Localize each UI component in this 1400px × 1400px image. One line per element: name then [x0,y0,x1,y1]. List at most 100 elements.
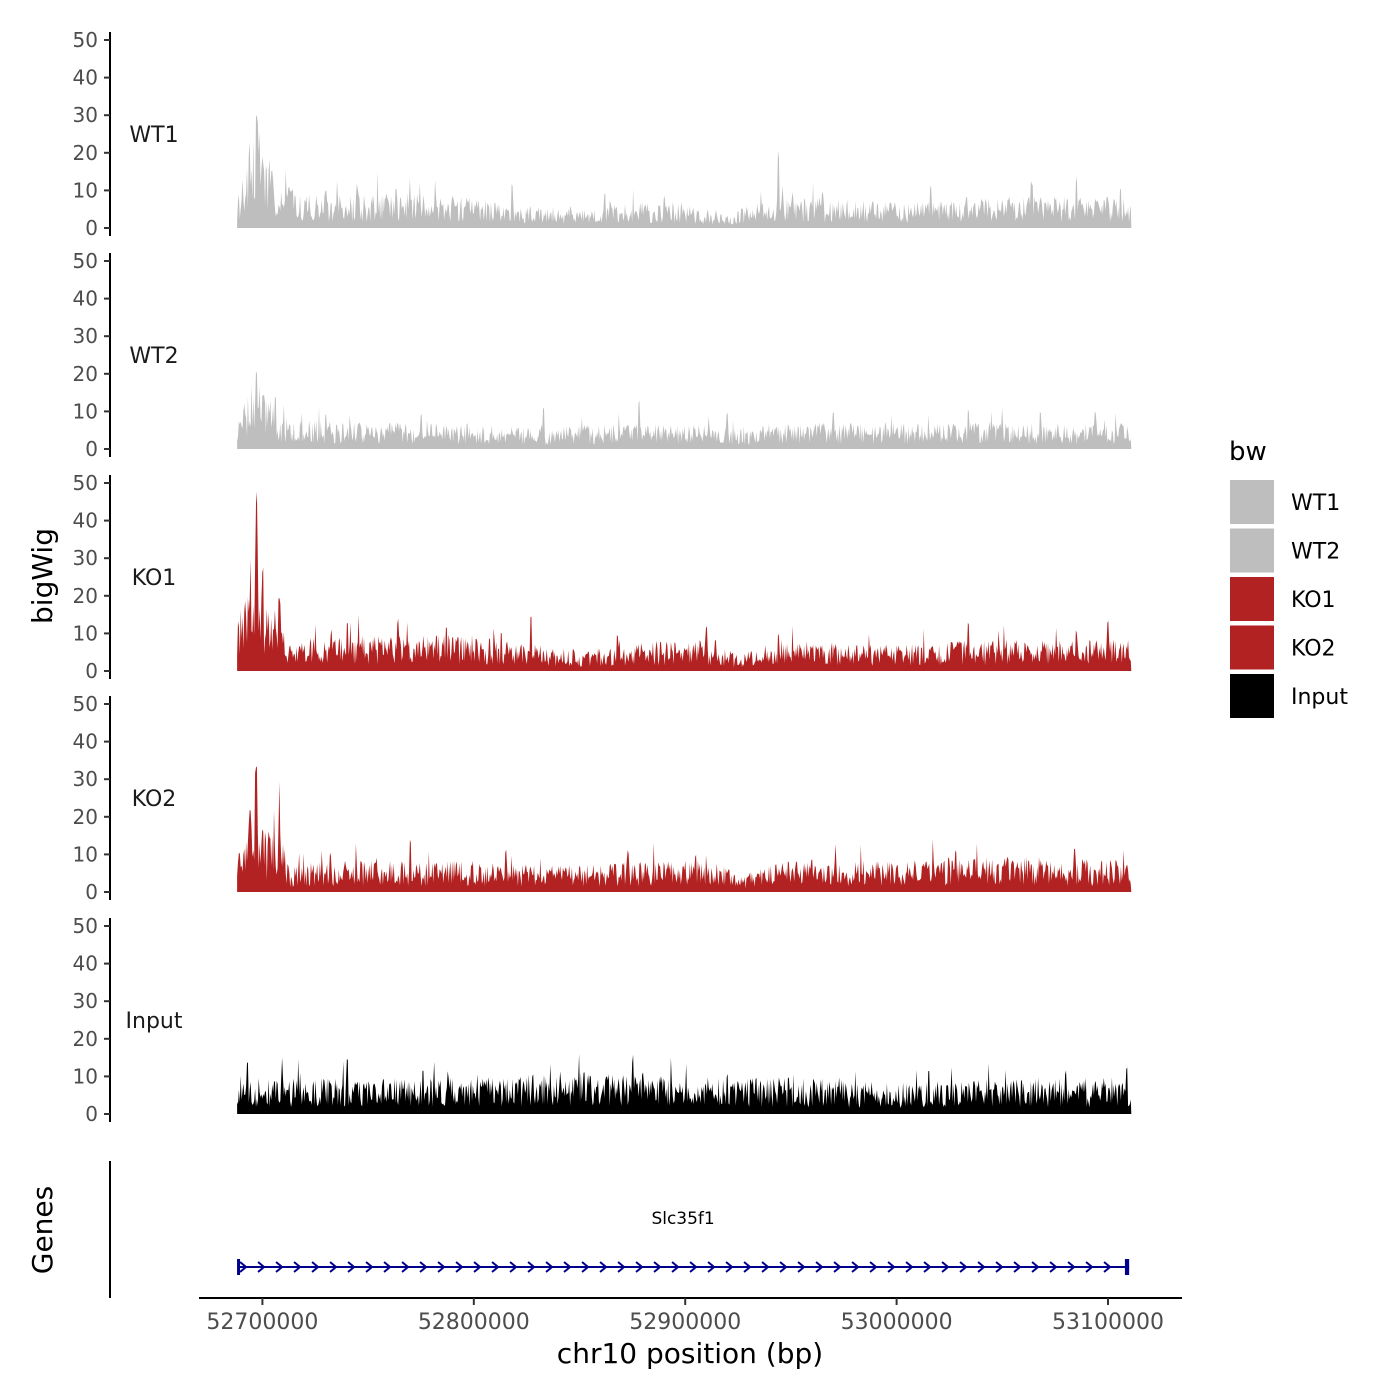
x-tick-label: 52700000 [206,1310,318,1335]
strand-arrow-icon [239,1261,248,1273]
strand-arrow-icon [833,1261,842,1273]
y-tick-label: 40 [73,952,98,976]
strand-arrow-icon [257,1261,266,1273]
x-axis: 52700000 52800000 52900000 53000000 53100000… [199,1297,1182,1370]
track-label: WT1 [129,123,178,148]
strand-arrow-icon [527,1261,536,1273]
strand-arrow-icon [473,1261,482,1273]
strand-arrow-icon [491,1261,500,1273]
strand-arrow-icon [401,1261,410,1273]
y-tick-label: 20 [73,1027,98,1051]
strand-arrow-icon [923,1261,932,1273]
legend-label: KO1 [1291,588,1336,613]
strand-arrow-icon [941,1261,950,1273]
strand-arrow-icon [977,1261,986,1273]
track-input: 0 10 20 30 40 50 Input [73,914,1132,1126]
y-tick-label: 50 [73,28,98,52]
legend-label: KO2 [1291,637,1336,662]
y-tick-label: 50 [73,249,98,273]
strand-arrow-icon [761,1261,770,1273]
legend-item-input: Input [1230,674,1348,718]
legend-swatch [1230,674,1274,718]
y-tick-label: 10 [73,842,98,866]
strand-arrow-icon [869,1261,878,1273]
signal-area-wt1 [237,115,1132,228]
legend-label: Input [1291,685,1348,710]
strand-arrow-icon [437,1261,446,1273]
strand-arrow-icon [995,1261,1004,1273]
signal-area-input [237,1053,1132,1114]
strand-arrow-icon [743,1261,752,1273]
gene-glyphs: Slc35f1 [237,1209,1130,1275]
y-tick-label: 10 [73,1064,98,1088]
y-tick-label: 30 [73,103,98,127]
track-ko2: 0 10 20 30 40 50 KO2 [73,692,1132,904]
y-tick-label: 20 [73,362,98,386]
x-tick-label: 53100000 [1052,1310,1164,1335]
x-ticks: 52700000 52800000 52900000 53000000 53100000 [206,1298,1164,1335]
y-tick-label: 10 [73,399,98,423]
strand-arrow-icon [905,1261,914,1273]
y-tick-label: 0 [85,880,98,904]
legend-items: WT1 WT2 KO1 KO2 Input [1230,480,1348,718]
strand-arrow-icon [1031,1261,1040,1273]
y-tick-label: 20 [73,805,98,829]
strand-arrow-icon [779,1261,788,1273]
x-tick-label: 52800000 [418,1310,530,1335]
gene-name-label: Slc35f1 [651,1209,714,1229]
gene-slc35f1: Slc35f1 [237,1209,1130,1275]
strand-arrow-icon [329,1261,338,1273]
track-label: KO1 [132,566,177,591]
strand-arrow-icon [311,1261,320,1273]
legend-title: bw [1229,437,1267,467]
strand-arrow-icon [959,1261,968,1273]
track-ko1: 0 10 20 30 40 50 KO1 [73,471,1132,683]
strand-arrow-icon [653,1261,662,1273]
legend-swatch [1230,528,1274,573]
strand-arrow-icon [419,1261,428,1273]
track-label: Input [126,1009,183,1034]
legend-item-wt1: WT1 [1230,480,1340,524]
y-tick-label: 50 [73,914,98,938]
y-tick-label: 0 [85,659,98,683]
genes-panel: Genes Slc35f1 [26,1161,1130,1298]
y-tick-label: 20 [73,141,98,165]
strand-arrow-icon [365,1261,374,1273]
track-label: KO2 [132,787,177,812]
strand-arrow-icon [1085,1261,1094,1273]
track-wt1: 0 10 20 30 40 50 WT1 [73,28,1132,240]
legend-swatch [1230,480,1274,524]
y-tick-label: 40 [73,730,98,754]
strand-arrow-icon [797,1261,806,1273]
signal-area-ko2 [237,766,1132,892]
strand-arrow-icon [1049,1261,1058,1273]
legend-label: WT2 [1291,540,1340,565]
y-tick-label: 50 [73,471,98,495]
strand-arrow-icon [617,1261,626,1273]
strand-arrow-icon [581,1261,590,1273]
strand-arrow-icon [815,1261,824,1273]
y-tick-label: 10 [73,178,98,202]
strand-arrow-icon [455,1261,464,1273]
y-tick-label: 40 [73,287,98,311]
signal-area-wt2 [237,371,1132,449]
y-tick-label: 0 [85,1102,98,1126]
genes-axis-title: Genes [26,1186,59,1274]
legend: bw WT1 WT2 KO1 KO2 Input [1229,437,1348,718]
y-tick-label: 30 [73,767,98,791]
legend-swatch [1230,577,1274,621]
legend-item-ko2: KO2 [1230,625,1336,670]
strand-arrow-icon [275,1261,284,1273]
exon [237,1259,241,1275]
y-axis-title: bigWig [26,528,59,624]
tracks: 0 10 20 30 40 50 WT1 0 10 20 30 40 50 WT2 0 10 20 30 40 50 K… [73,28,1132,1126]
strand-arrow-icon [599,1261,608,1273]
y-tick-label: 0 [85,216,98,240]
strand-arrow-icon [347,1261,356,1273]
strand-arrow-icon [725,1261,734,1273]
strand-arrow-icon [383,1261,392,1273]
strand-arrow-icon [671,1261,680,1273]
y-tick-label: 40 [73,509,98,533]
x-axis-title: chr10 position (bp) [557,1337,823,1370]
